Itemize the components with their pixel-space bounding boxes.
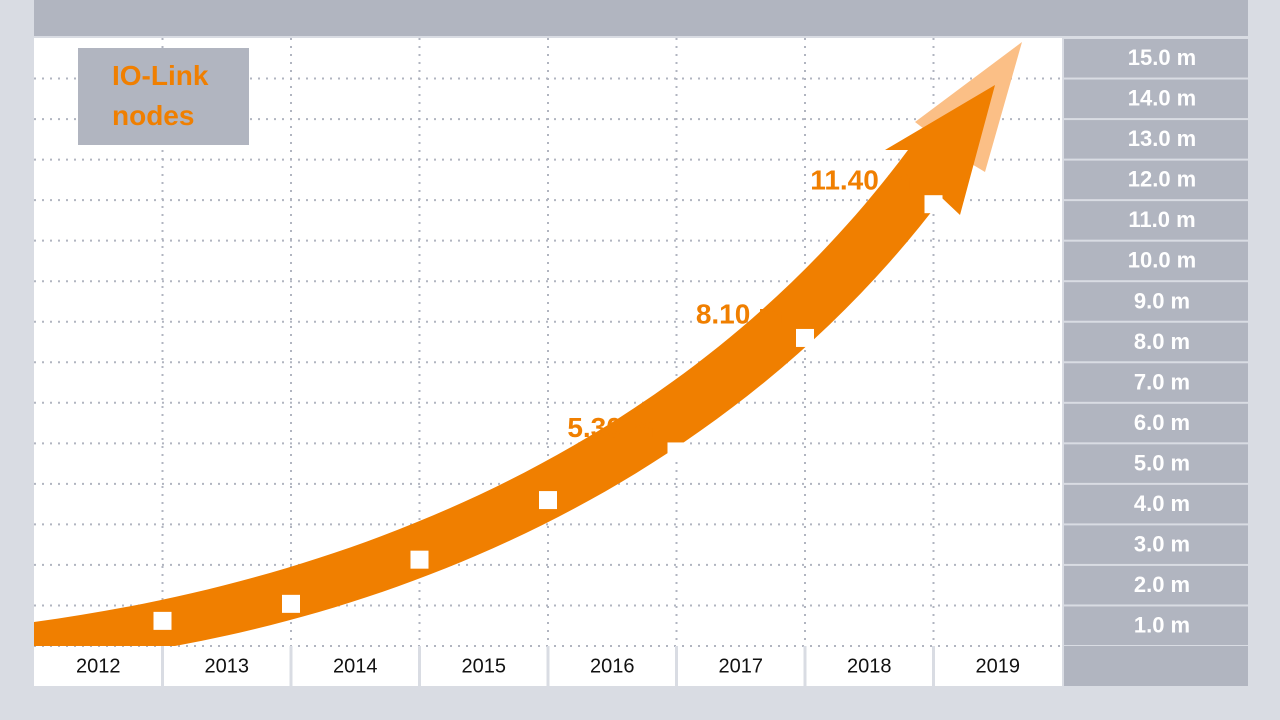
y-tick-label: 6.0 m xyxy=(1134,410,1190,435)
value-label: 11.40 m xyxy=(810,165,911,196)
chart-title: IO-Link nodes xyxy=(112,60,209,131)
axis-corner xyxy=(1064,646,1248,686)
value-label: 5.30 m xyxy=(567,412,654,443)
y-axis-cell xyxy=(1064,525,1248,564)
y-axis-cell xyxy=(1064,79,1248,119)
data-point xyxy=(410,550,429,569)
x-tick-label: 2012 xyxy=(76,655,121,677)
x-tick-label: 2016 xyxy=(590,655,635,677)
data-point xyxy=(924,195,943,214)
y-axis-cell xyxy=(1064,120,1248,159)
marks: 5.30 m 8.10 m 11.40 m xyxy=(153,165,943,630)
y-axis-cell xyxy=(1064,322,1248,362)
y-tick-label: 12.0 m xyxy=(1128,167,1197,192)
data-point xyxy=(282,594,300,613)
y-tick-label: 1.0 m xyxy=(1134,613,1190,638)
x-tick-label: 2015 xyxy=(462,655,507,677)
y-tick-label: 11.0 m xyxy=(1128,207,1195,232)
x-tick-label: 2013 xyxy=(205,655,250,677)
y-axis-cell xyxy=(1064,444,1248,483)
y-axis-cell xyxy=(1064,201,1248,240)
y-tick-label: 7.0 m xyxy=(1134,369,1190,394)
y-tick-label: 8.0 m xyxy=(1134,329,1190,354)
data-point xyxy=(539,491,557,510)
y-tick-label: 4.0 m xyxy=(1134,491,1190,516)
x-tick-label: 2017 xyxy=(719,655,764,677)
y-tick-label: 13.0 m xyxy=(1128,126,1197,151)
y-tick-label: 10.0 m xyxy=(1128,248,1197,273)
x-tick-label: 2014 xyxy=(333,655,378,677)
data-point xyxy=(153,611,172,630)
y-axis-cell xyxy=(1064,39,1248,78)
x-tick-label: 2019 xyxy=(976,655,1021,677)
y-axis-cell xyxy=(1064,282,1248,321)
x-tick-label: 2018 xyxy=(847,655,892,677)
y-axis-cell xyxy=(1064,241,1248,281)
growth-arrow xyxy=(34,85,995,646)
y-axis-cell xyxy=(1064,363,1248,402)
grid xyxy=(34,38,1062,647)
y-axis-cell xyxy=(1064,403,1248,443)
y-tick-label: 15.0 m xyxy=(1128,45,1197,70)
y-axis-cell xyxy=(1064,484,1248,524)
data-point xyxy=(667,442,686,461)
y-axis-cell xyxy=(1064,160,1248,200)
y-axis-cell xyxy=(1064,606,1248,645)
top-band xyxy=(34,0,1248,36)
value-label: 8.10 m xyxy=(696,298,783,329)
title-box: IO-Link nodes xyxy=(78,48,249,145)
y-tick-label: 2.0 m xyxy=(1134,572,1190,597)
y-tick-label: 5.0 m xyxy=(1134,450,1190,475)
y-tick-label: 9.0 m xyxy=(1134,288,1190,313)
y-tick-label: 14.0 m xyxy=(1128,86,1197,111)
y-axis-cell xyxy=(1064,565,1248,605)
y-tick-label: 3.0 m xyxy=(1134,531,1190,556)
data-point xyxy=(796,328,814,347)
